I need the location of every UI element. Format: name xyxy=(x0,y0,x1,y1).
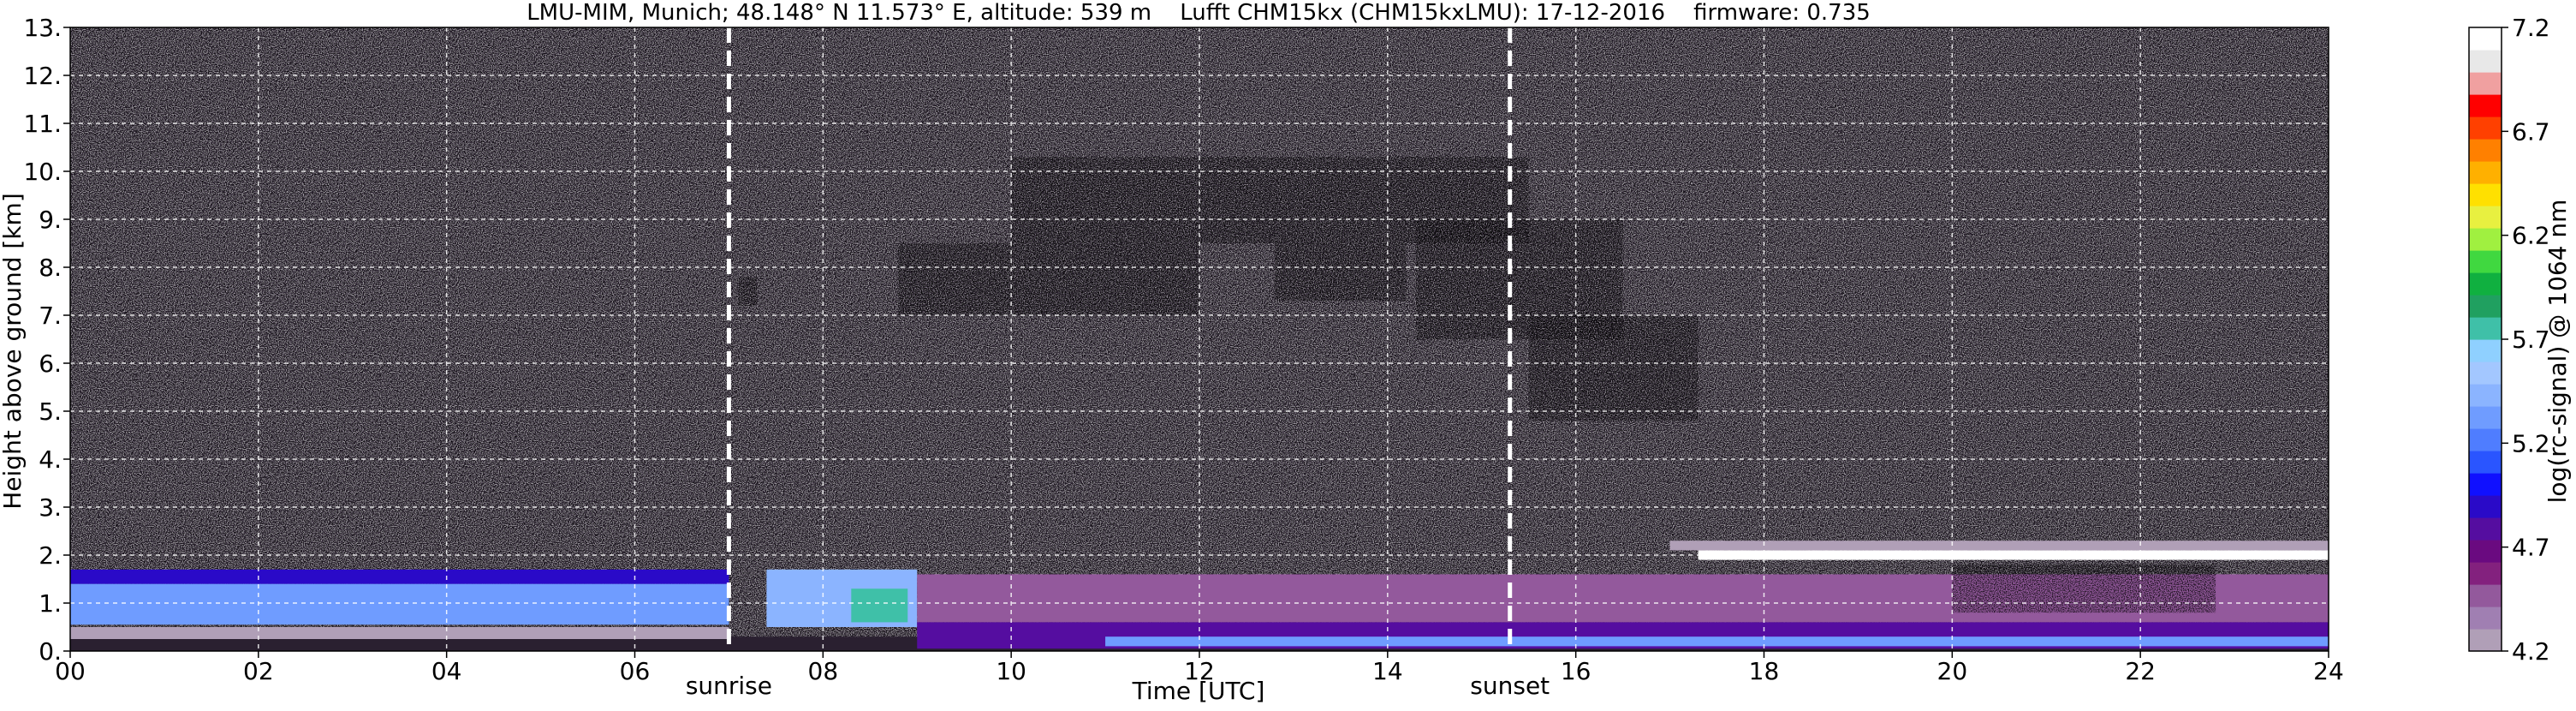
colorbar-segment xyxy=(2469,451,2502,474)
x-axis-label: Time [UTC] xyxy=(1132,677,1265,705)
colorbar-segment xyxy=(2469,27,2502,51)
colorbar-segment xyxy=(2469,428,2502,451)
colorbar-segment xyxy=(2469,50,2502,73)
y-tick-label: 0. xyxy=(39,637,62,666)
colorbar-tick-label: 6.7 xyxy=(2512,117,2550,146)
x-tick-label: 04 xyxy=(431,657,462,685)
y-tick-label: 6. xyxy=(39,350,62,378)
feature-cirrus-09h xyxy=(898,243,1199,315)
colorbar-segment xyxy=(2469,361,2502,385)
feature-surface-layer-blue xyxy=(1105,636,2329,647)
annotations: sunrise sunset xyxy=(686,27,1550,700)
grid xyxy=(70,27,2329,651)
colorbar-tick-label: 4.2 xyxy=(2512,637,2550,666)
colorbar-segment xyxy=(2469,606,2502,630)
y-tick-label: 3. xyxy=(39,493,62,522)
x-tick-label: 10 xyxy=(996,657,1026,685)
colorbar-segment xyxy=(2469,206,2502,229)
colorbar-segment xyxy=(2469,139,2502,162)
feature-above-cloud-black xyxy=(1669,541,2329,551)
colorbar-segment xyxy=(2469,384,2502,407)
y-tick-label: 13. xyxy=(23,14,62,42)
colorbar-segment xyxy=(2469,272,2502,296)
x-tick-label: 20 xyxy=(1937,657,1968,685)
y-tick-label: 12. xyxy=(23,62,62,90)
y-tick-label: 4. xyxy=(39,445,62,474)
feature-cirrus-07h xyxy=(738,277,758,306)
colorbar-segment xyxy=(2469,72,2502,95)
y-tick-label: 9. xyxy=(39,206,62,234)
colorbar-tick-label: 7.2 xyxy=(2512,14,2550,42)
feature-cloud-base-white xyxy=(1698,550,2329,560)
x-tick-label: 12 xyxy=(1184,657,1215,685)
colorbar-tick-label: 5.7 xyxy=(2512,326,2550,354)
x-tick-label: 08 xyxy=(808,657,839,685)
colorbar-segment xyxy=(2469,183,2502,206)
colorbar-segment xyxy=(2469,540,2502,563)
colorbar-tick-label: 6.2 xyxy=(2512,222,2550,250)
colorbar-segment xyxy=(2469,228,2502,251)
colorbar-segment xyxy=(2469,473,2502,496)
y-tick-label: 1. xyxy=(39,589,62,618)
axes: 00 02 04 06 08 10 12 14 16 18 20 22 24 0. 1. 2. 3. 4. 5. 6.… xyxy=(23,14,2343,685)
feature-cirrus-13h xyxy=(1274,243,1407,302)
colorbar-segment xyxy=(2469,250,2502,273)
colorbar-segment xyxy=(2469,117,2502,140)
feature-morning-aerosol-green xyxy=(851,589,908,623)
x-tick-label: 18 xyxy=(1749,657,1780,685)
y-axis-label: Height above ground [km] xyxy=(0,193,27,510)
y-tick-label: 5. xyxy=(39,397,62,426)
y-tick-label: 2. xyxy=(39,541,62,570)
feature-boundary-layer-magenta xyxy=(70,569,729,584)
colorbar-tick-label: 5.2 xyxy=(2512,429,2550,457)
colorbar-segment xyxy=(2469,562,2502,585)
y-tick-label: 7. xyxy=(39,302,62,330)
sunrise-label: sunrise xyxy=(686,672,772,700)
colorbar-tick-label: 4.7 xyxy=(2512,534,2550,562)
y-tick-label: 11. xyxy=(23,110,62,138)
colorbar-segment xyxy=(2469,161,2502,184)
sunset-label: sunset xyxy=(1470,672,1550,700)
colorbar-segment xyxy=(2469,295,2502,318)
x-tick-label: 16 xyxy=(1561,657,1591,685)
colorbar-segment xyxy=(2469,629,2502,652)
x-tick-label: 00 xyxy=(55,657,86,685)
colorbar-segment xyxy=(2469,94,2502,117)
x-tick-label: 14 xyxy=(1372,657,1403,685)
feature-boundary-layer-blue xyxy=(70,583,729,625)
colorbar: 4.2 4.7 5.2 5.7 6.2 6.7 7.2 xyxy=(2468,14,2550,666)
feature-near-surface-black xyxy=(70,627,729,639)
colorbar-label: log(rc-signal) @ 1064 nm xyxy=(2543,200,2572,504)
colorbar-segment xyxy=(2469,517,2502,541)
y-tick-label: 10. xyxy=(23,158,62,186)
feature-precip-virga xyxy=(1952,565,2216,613)
x-tick-label: 24 xyxy=(2313,657,2344,685)
colorbar-segment xyxy=(2469,339,2502,362)
x-tick-label: 02 xyxy=(243,657,274,685)
feature-cirrus-16h xyxy=(1528,315,1698,421)
chart-title: LMU-MIM, Munich; 48.148° N 11.573° E, al… xyxy=(527,0,1871,26)
y-tick-label: 8. xyxy=(39,254,62,282)
x-tick-label: 06 xyxy=(620,657,651,685)
colorbar-segment xyxy=(2469,317,2502,340)
colorbar-segment xyxy=(2469,495,2502,518)
colorbar-segment xyxy=(2469,406,2502,429)
x-tick-label: 22 xyxy=(2125,657,2156,685)
colorbar-segment xyxy=(2469,584,2502,607)
